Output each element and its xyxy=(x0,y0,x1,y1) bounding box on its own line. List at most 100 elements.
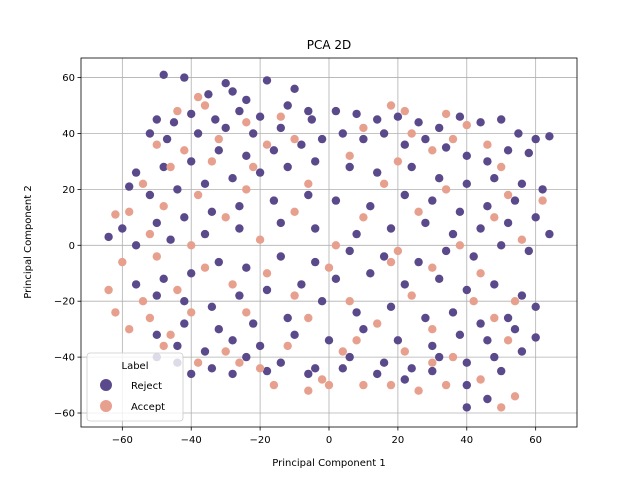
point-accept xyxy=(255,364,265,373)
point-reject xyxy=(407,364,416,373)
point-reject xyxy=(269,146,279,155)
point-reject xyxy=(400,190,409,200)
x-tick-label: −60 xyxy=(112,435,133,446)
point-accept xyxy=(193,358,203,367)
point-accept xyxy=(249,162,258,172)
point-reject xyxy=(538,185,547,194)
point-reject xyxy=(180,319,189,328)
point-reject xyxy=(187,269,196,278)
point-reject xyxy=(462,285,471,295)
point-accept xyxy=(104,285,113,295)
point-accept xyxy=(317,375,327,384)
point-reject xyxy=(407,162,416,172)
point-accept xyxy=(235,358,244,367)
x-tick-label: −40 xyxy=(181,435,202,446)
point-reject xyxy=(531,213,540,222)
point-reject xyxy=(421,134,430,144)
point-reject xyxy=(118,224,127,233)
point-reject xyxy=(476,118,485,127)
point-reject xyxy=(162,134,172,144)
x-tick-label: −20 xyxy=(250,435,271,446)
point-accept xyxy=(338,347,347,356)
point-reject xyxy=(235,291,244,300)
x-tick-label: 40 xyxy=(460,435,473,446)
point-accept xyxy=(152,140,161,149)
point-accept xyxy=(193,190,203,200)
point-reject xyxy=(200,347,210,356)
point-reject xyxy=(366,269,375,278)
point-reject xyxy=(131,241,141,250)
point-accept xyxy=(118,257,127,267)
data-points xyxy=(104,70,554,412)
point-reject xyxy=(131,168,141,177)
point-reject xyxy=(386,302,396,311)
point-reject xyxy=(490,352,499,362)
point-reject xyxy=(249,319,258,328)
point-reject xyxy=(152,291,161,300)
point-accept xyxy=(414,207,423,216)
point-reject xyxy=(462,380,471,390)
legend-label-accept: Accept xyxy=(131,402,165,413)
point-accept xyxy=(173,285,182,295)
point-reject xyxy=(462,358,471,367)
point-reject xyxy=(276,123,285,133)
point-reject xyxy=(483,157,492,166)
point-reject xyxy=(180,297,189,306)
point-accept xyxy=(462,120,471,130)
point-reject xyxy=(207,207,217,216)
point-reject xyxy=(104,232,113,242)
point-reject xyxy=(276,218,285,228)
point-reject xyxy=(242,151,251,160)
point-accept xyxy=(262,140,272,149)
point-accept xyxy=(200,101,210,110)
point-accept xyxy=(111,210,120,219)
point-reject xyxy=(448,308,458,317)
x-tick-label: 0 xyxy=(326,435,332,446)
point-accept xyxy=(304,313,313,323)
point-accept xyxy=(359,380,368,390)
point-reject xyxy=(283,101,292,110)
point-reject xyxy=(235,202,244,211)
point-accept xyxy=(193,92,203,102)
point-reject xyxy=(400,280,409,289)
point-reject xyxy=(159,274,168,283)
point-reject xyxy=(497,115,506,124)
point-reject xyxy=(304,369,313,379)
point-reject xyxy=(145,190,155,200)
point-reject xyxy=(524,246,533,256)
point-reject xyxy=(200,229,210,239)
point-reject xyxy=(400,140,409,149)
point-accept xyxy=(448,134,458,144)
point-accept xyxy=(269,380,279,390)
point-accept xyxy=(242,308,251,317)
point-accept xyxy=(497,403,506,412)
point-reject xyxy=(455,330,465,339)
point-reject xyxy=(345,352,354,362)
point-accept xyxy=(393,246,403,256)
point-accept xyxy=(490,313,499,323)
point-reject xyxy=(428,341,437,351)
point-accept xyxy=(386,257,396,267)
point-reject xyxy=(414,257,423,267)
point-reject xyxy=(304,190,313,200)
point-accept xyxy=(200,263,210,272)
point-reject xyxy=(283,162,292,172)
point-reject xyxy=(428,196,437,205)
point-reject xyxy=(317,297,327,306)
point-reject xyxy=(421,313,430,323)
point-accept xyxy=(166,330,175,339)
point-reject xyxy=(307,115,316,124)
point-reject xyxy=(448,229,458,239)
point-reject xyxy=(359,325,368,334)
legend-marker-reject xyxy=(100,379,112,391)
point-accept xyxy=(503,336,513,345)
y-tick-label: −40 xyxy=(54,353,75,364)
x-axis-label: Principal Component 1 xyxy=(272,458,385,469)
point-reject xyxy=(169,118,179,127)
point-reject xyxy=(517,291,527,300)
point-reject xyxy=(324,336,334,345)
point-accept xyxy=(180,146,189,155)
point-reject xyxy=(483,336,492,345)
point-accept xyxy=(145,313,155,323)
